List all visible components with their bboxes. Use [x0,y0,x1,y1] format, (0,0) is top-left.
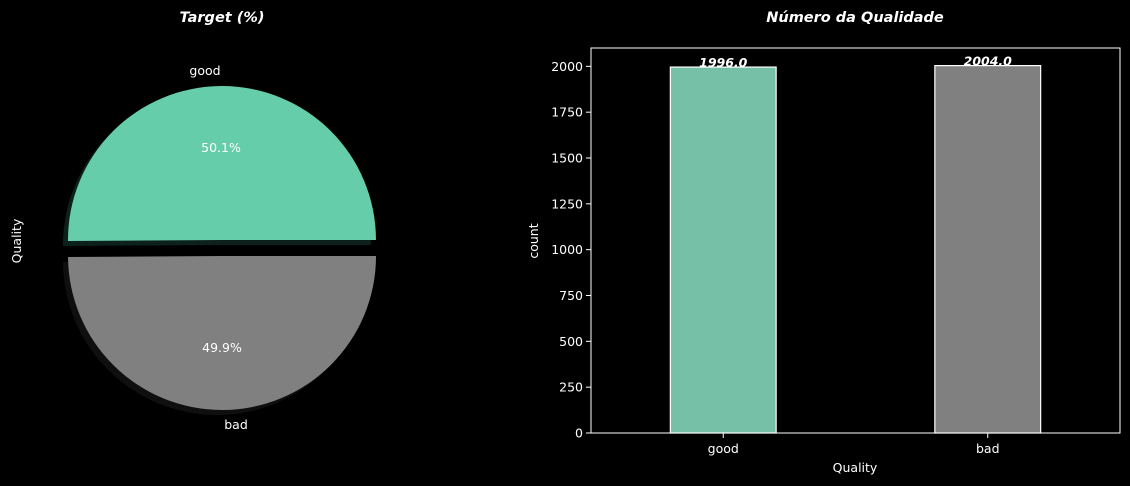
ytick-label: 2000 [551,59,583,74]
pie-title: Target (%) [179,10,264,26]
bar-value-label-good: 1996.0 [699,55,748,70]
xtick-label-bad: bad [976,441,1000,456]
pie-pct-good: 50.1% [201,140,241,155]
bar-chart: Número da Qualidade 0 250 500 750 1000 1250 15… [526,10,1121,475]
ytick-label: 250 [559,380,583,395]
ytick-label: 750 [559,288,583,303]
pie-slice-good [67,85,376,241]
pie-slice-bad [68,255,377,410]
bar-value-label-bad: 2004.0 [964,54,1013,69]
bar-ylabel: count [526,223,541,258]
pie-pct-bad: 49.9% [202,340,242,355]
bar-title: Número da Qualidade [766,10,944,26]
ytick-label: 0 [575,426,583,441]
bar-bad [934,64,1042,434]
bar-good [669,66,777,434]
ytick-label: 1750 [551,105,583,120]
bar-xlabel: Quality [833,460,878,475]
ytick-label: 1250 [551,196,583,211]
pie-chart: Target (%) Quality good bad 50.1% 49.9% [9,10,377,432]
pie-label-bad: bad [224,417,248,432]
xtick-label-good: good [708,441,739,456]
ytick-label: 500 [559,334,583,349]
ytick-label: 1500 [551,151,583,166]
plot-frame [590,47,1121,434]
ytick-label: 1000 [551,242,583,257]
pie-ylabel: Quality [9,218,24,263]
pie-label-good: good [189,63,220,78]
